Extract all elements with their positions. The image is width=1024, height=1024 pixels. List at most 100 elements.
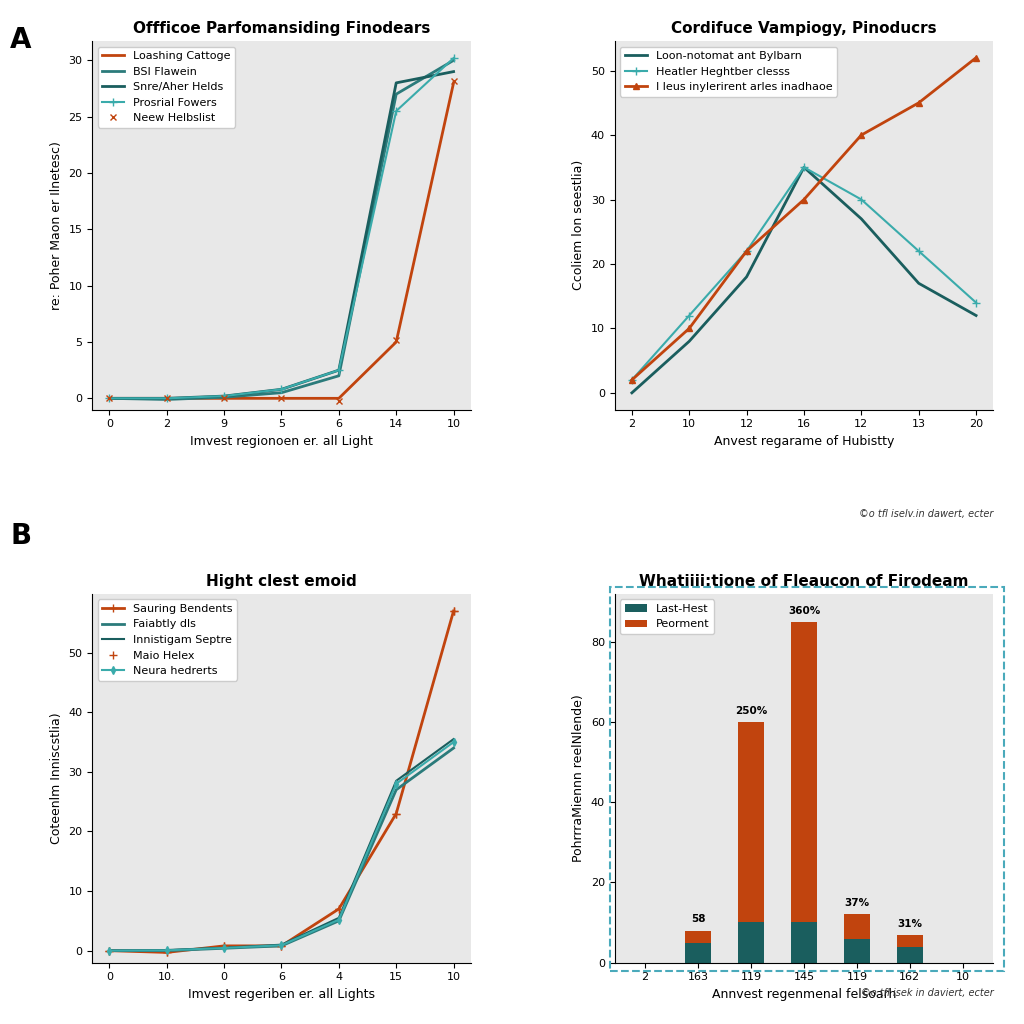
- Bar: [737, 722, 764, 923]
- Neura hedrerts: [161, 944, 173, 956]
- I leus inylerirent arles inadhaoe: [855, 129, 867, 141]
- Snre/Aher Helds: [447, 66, 460, 78]
- I leus inylerirent arles inadhaoe: [970, 51, 982, 63]
- Title: Hight clest emoid: Hight clest emoid: [206, 573, 356, 589]
- Bar: [685, 942, 712, 963]
- Neura hedrerts: [103, 944, 116, 956]
- Line: Sauring Bendents: Sauring Bendents: [105, 607, 458, 956]
- Loon-notomat ant Bylbarn: [740, 270, 753, 283]
- Text: ©o tfl iselv.in dawert, ecter: ©o tfl iselv.in dawert, ecter: [859, 509, 993, 519]
- Prosrial Fowers: [103, 392, 116, 404]
- Faiabtly dls: [447, 742, 460, 755]
- Neew Helbslist: [103, 392, 116, 404]
- X-axis label: Anvest regarame of Hubistty: Anvest regarame of Hubistty: [714, 435, 894, 447]
- Maio Helex: [218, 940, 230, 952]
- Prosrial Fowers: [333, 364, 345, 376]
- Innistigam Septre: [161, 944, 173, 956]
- Sauring Bendents: [390, 808, 402, 820]
- Bar: [897, 946, 923, 963]
- Heatler Heghtber clesss: [740, 245, 753, 257]
- Line: Loashing Cattoge: Loashing Cattoge: [110, 83, 454, 398]
- Loashing Cattoge: [390, 336, 402, 348]
- Snre/Aher Helds: [161, 392, 173, 404]
- Loashing Cattoge: [447, 77, 460, 89]
- Heatler Heghtber clesss: [970, 297, 982, 309]
- Sauring Bendents: [218, 940, 230, 952]
- BSI Flawein: [447, 54, 460, 67]
- Legend: Sauring Bendents, Faiabtly dls, Innistigam Septre, Maio Helex, Neura hedrerts: Sauring Bendents, Faiabtly dls, Innistig…: [97, 599, 238, 681]
- X-axis label: Annvest regenmenal felsoarh: Annvest regenmenal felsoarh: [712, 988, 896, 1000]
- Line: Prosrial Fowers: Prosrial Fowers: [105, 54, 458, 402]
- Loashing Cattoge: [103, 392, 116, 404]
- Innistigam Septre: [218, 941, 230, 953]
- Sauring Bendents: [161, 946, 173, 958]
- Title: Offficoe Parfomansiding Finodears: Offficoe Parfomansiding Finodears: [133, 20, 430, 36]
- BSI Flawein: [218, 391, 230, 403]
- Y-axis label: PohrrraMiennn reelNlende): PohrrraMiennn reelNlende): [572, 694, 586, 862]
- X-axis label: Imvest regionoen er. all Light: Imvest regionoen er. all Light: [190, 435, 373, 447]
- Neura hedrerts: [218, 942, 230, 954]
- Bar: [844, 939, 870, 963]
- Y-axis label: re: Poher Maon er Ilnetesc): re: Poher Maon er Ilnetesc): [50, 141, 62, 309]
- Prosrial Fowers: [161, 392, 173, 404]
- Neew Helbslist: [390, 334, 402, 346]
- Line: BSI Flawein: BSI Flawein: [110, 60, 454, 399]
- X-axis label: Imvest regeriben er. all Lights: Imvest regeriben er. all Lights: [188, 988, 375, 1000]
- BSI Flawein: [275, 386, 288, 398]
- Faiabtly dls: [161, 944, 173, 956]
- Innistigam Septre: [390, 775, 402, 787]
- Maio Helex: [333, 903, 345, 915]
- Line: Snre/Aher Helds: Snre/Aher Helds: [110, 72, 454, 398]
- Line: I leus inylerirent arles inadhaoe: I leus inylerirent arles inadhaoe: [629, 54, 980, 383]
- Loashing Cattoge: [333, 392, 345, 404]
- Innistigam Septre: [333, 911, 345, 924]
- Faiabtly dls: [275, 940, 288, 952]
- Y-axis label: Ccoliem lon seestlia): Ccoliem lon seestlia): [572, 160, 586, 291]
- Sauring Bendents: [275, 940, 288, 952]
- Text: B: B: [10, 522, 32, 550]
- Text: ©o tfl isek in daviert, ecter: ©o tfl isek in daviert, ecter: [860, 988, 993, 998]
- Heatler Heghtber clesss: [855, 194, 867, 206]
- Text: 31%: 31%: [897, 919, 923, 929]
- Heatler Heghtber clesss: [683, 309, 695, 322]
- Snre/Aher Helds: [333, 364, 345, 376]
- Maio Helex: [161, 946, 173, 958]
- Bar: [685, 931, 712, 942]
- Loon-notomat ant Bylbarn: [798, 161, 810, 173]
- Title: Whatiiii:tione of Fleaucon of Firodeam: Whatiiii:tione of Fleaucon of Firodeam: [639, 573, 969, 589]
- Bar: [897, 935, 923, 946]
- Line: Neura hedrerts: Neura hedrerts: [106, 739, 457, 953]
- Prosrial Fowers: [447, 52, 460, 65]
- Loashing Cattoge: [161, 392, 173, 404]
- Bar: [844, 914, 870, 939]
- Line: Heatler Heghtber clesss: Heatler Heghtber clesss: [628, 163, 980, 384]
- Text: 37%: 37%: [845, 898, 869, 908]
- Heatler Heghtber clesss: [912, 245, 925, 257]
- Faiabtly dls: [333, 914, 345, 927]
- Bar: [791, 923, 817, 963]
- Loashing Cattoge: [275, 392, 288, 404]
- Neew Helbslist: [218, 392, 230, 404]
- Faiabtly dls: [390, 783, 402, 796]
- Neew Helbslist: [447, 75, 460, 87]
- I leus inylerirent arles inadhaoe: [912, 96, 925, 109]
- Snre/Aher Helds: [275, 383, 288, 395]
- Heatler Heghtber clesss: [626, 374, 638, 386]
- Sauring Bendents: [103, 944, 116, 956]
- Loashing Cattoge: [218, 392, 230, 404]
- Neew Helbslist: [161, 392, 173, 404]
- BSI Flawein: [103, 392, 116, 404]
- Legend: Loashing Cattoge, BSI Flawein, Snre/Aher Helds, Prosrial Fowers, Neew Helbslist: Loashing Cattoge, BSI Flawein, Snre/Aher…: [97, 46, 236, 128]
- Line: Innistigam Septre: Innistigam Septre: [110, 739, 454, 950]
- BSI Flawein: [333, 370, 345, 382]
- Sauring Bendents: [333, 903, 345, 915]
- Maio Helex: [275, 940, 288, 952]
- Neura hedrerts: [390, 777, 402, 790]
- I leus inylerirent arles inadhaoe: [740, 245, 753, 257]
- Title: Cordifuce Vampiogy, Pinoducrs: Cordifuce Vampiogy, Pinoducrs: [671, 20, 937, 36]
- Faiabtly dls: [103, 944, 116, 956]
- Neew Helbslist: [333, 394, 345, 407]
- Maio Helex: [103, 944, 116, 956]
- Loon-notomat ant Bylbarn: [683, 335, 695, 347]
- Loon-notomat ant Bylbarn: [855, 213, 867, 225]
